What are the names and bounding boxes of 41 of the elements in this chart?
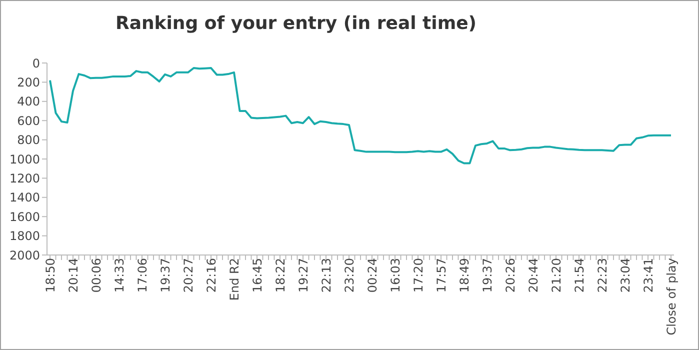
x-tick-label: 16:03 [388,258,403,293]
y-tick-label: 600 [17,114,40,128]
x-tick-label: 16:45 [250,258,265,293]
x-tick-label: 17:06 [136,258,150,293]
x-tick-label: 23:20 [342,258,357,293]
x-tick-label: 22:23 [596,258,610,293]
y-tick-label: 2000 [9,248,40,262]
y-tick-label: 1000 [9,152,40,166]
x-tick-label: Close of play [664,258,679,336]
x-tick-label: 20:44 [526,258,541,293]
x-tick-label: 21:54 [572,258,587,293]
y-tick-label: 200 [17,75,40,90]
y-tick-label: 400 [17,94,40,109]
x-tick-label: 18:49 [458,258,472,293]
x-tick-label: 20:27 [182,258,196,293]
x-tick-label: 14:33 [112,258,127,293]
chart-title: Ranking of your entry (in real time) [114,13,478,34]
x-tick-label: 19:27 [296,258,311,293]
x-tick-label: 22:16 [204,258,219,293]
y-tick-label: 1600 [9,210,40,224]
x-tick-label: 19:37 [158,258,173,293]
x-tick-label: 19:37 [480,258,495,293]
y-tick-label: 1400 [9,190,40,205]
x-tick-label: 18:50 [44,258,58,293]
y-tick-label: 1200 [9,171,40,186]
x-tick-label: 00:24 [366,258,380,293]
x-tick-label: End R2 [228,258,242,301]
line-series [49,66,672,164]
x-tick-label: 00:06 [90,258,104,293]
x-tick-label: 18:22 [274,258,288,293]
x-tick-label: 20:14 [66,258,81,293]
x-tick-label: 22:13 [320,258,334,293]
x-tick-label: 17:57 [434,258,449,293]
y-tick-label: 800 [17,133,40,148]
x-tick-label: 21:20 [550,258,564,293]
x-tick-label: 20:26 [504,258,518,293]
y-tick-label: 1800 [9,229,40,244]
x-tick-label: 23:41 [642,258,656,293]
x-tick-label: 17:20 [412,258,426,293]
x-tick-label: 23:04 [618,258,633,293]
y-tick-label: 0 [32,56,40,70]
